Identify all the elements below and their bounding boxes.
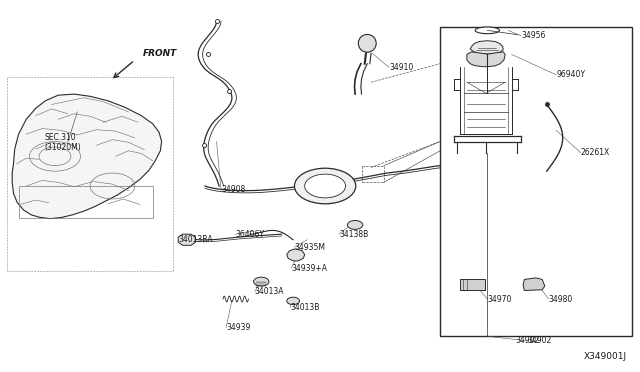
Ellipse shape bbox=[358, 35, 376, 52]
Text: 34910: 34910 bbox=[389, 63, 413, 72]
Text: 26261X: 26261X bbox=[580, 148, 610, 157]
Text: 96940Y: 96940Y bbox=[556, 70, 586, 79]
Text: 34902: 34902 bbox=[515, 336, 540, 346]
Text: 34970: 34970 bbox=[487, 295, 512, 304]
Text: (31020M): (31020M) bbox=[44, 142, 81, 151]
Text: X349001J: X349001J bbox=[584, 352, 627, 361]
Bar bbox=[461, 279, 484, 290]
Polygon shape bbox=[470, 41, 503, 54]
Circle shape bbox=[305, 174, 346, 198]
Text: FRONT: FRONT bbox=[143, 48, 177, 58]
Text: 34013B: 34013B bbox=[290, 303, 319, 312]
Text: 34939: 34939 bbox=[226, 323, 250, 332]
Text: 34939+A: 34939+A bbox=[291, 264, 327, 273]
Text: 34138B: 34138B bbox=[339, 230, 369, 239]
Circle shape bbox=[294, 168, 356, 204]
Text: 34902: 34902 bbox=[527, 336, 552, 346]
Polygon shape bbox=[178, 234, 195, 245]
Polygon shape bbox=[287, 249, 305, 261]
Text: SEC.310: SEC.310 bbox=[44, 133, 76, 142]
Text: 34013BA: 34013BA bbox=[178, 235, 213, 244]
Text: 34908: 34908 bbox=[221, 185, 245, 194]
Circle shape bbox=[287, 297, 300, 305]
Text: 36406Y: 36406Y bbox=[236, 230, 265, 239]
Ellipse shape bbox=[475, 27, 499, 34]
Bar bbox=[19, 186, 153, 218]
Text: 34013A: 34013A bbox=[255, 287, 284, 296]
Bar bbox=[440, 27, 632, 336]
Text: 34935M: 34935M bbox=[294, 243, 326, 251]
Circle shape bbox=[348, 221, 363, 230]
Polygon shape bbox=[12, 94, 162, 219]
Text: 34956: 34956 bbox=[521, 31, 545, 41]
Text: 34980: 34980 bbox=[548, 295, 573, 304]
Circle shape bbox=[253, 277, 269, 286]
Polygon shape bbox=[467, 52, 505, 67]
Polygon shape bbox=[523, 278, 545, 291]
